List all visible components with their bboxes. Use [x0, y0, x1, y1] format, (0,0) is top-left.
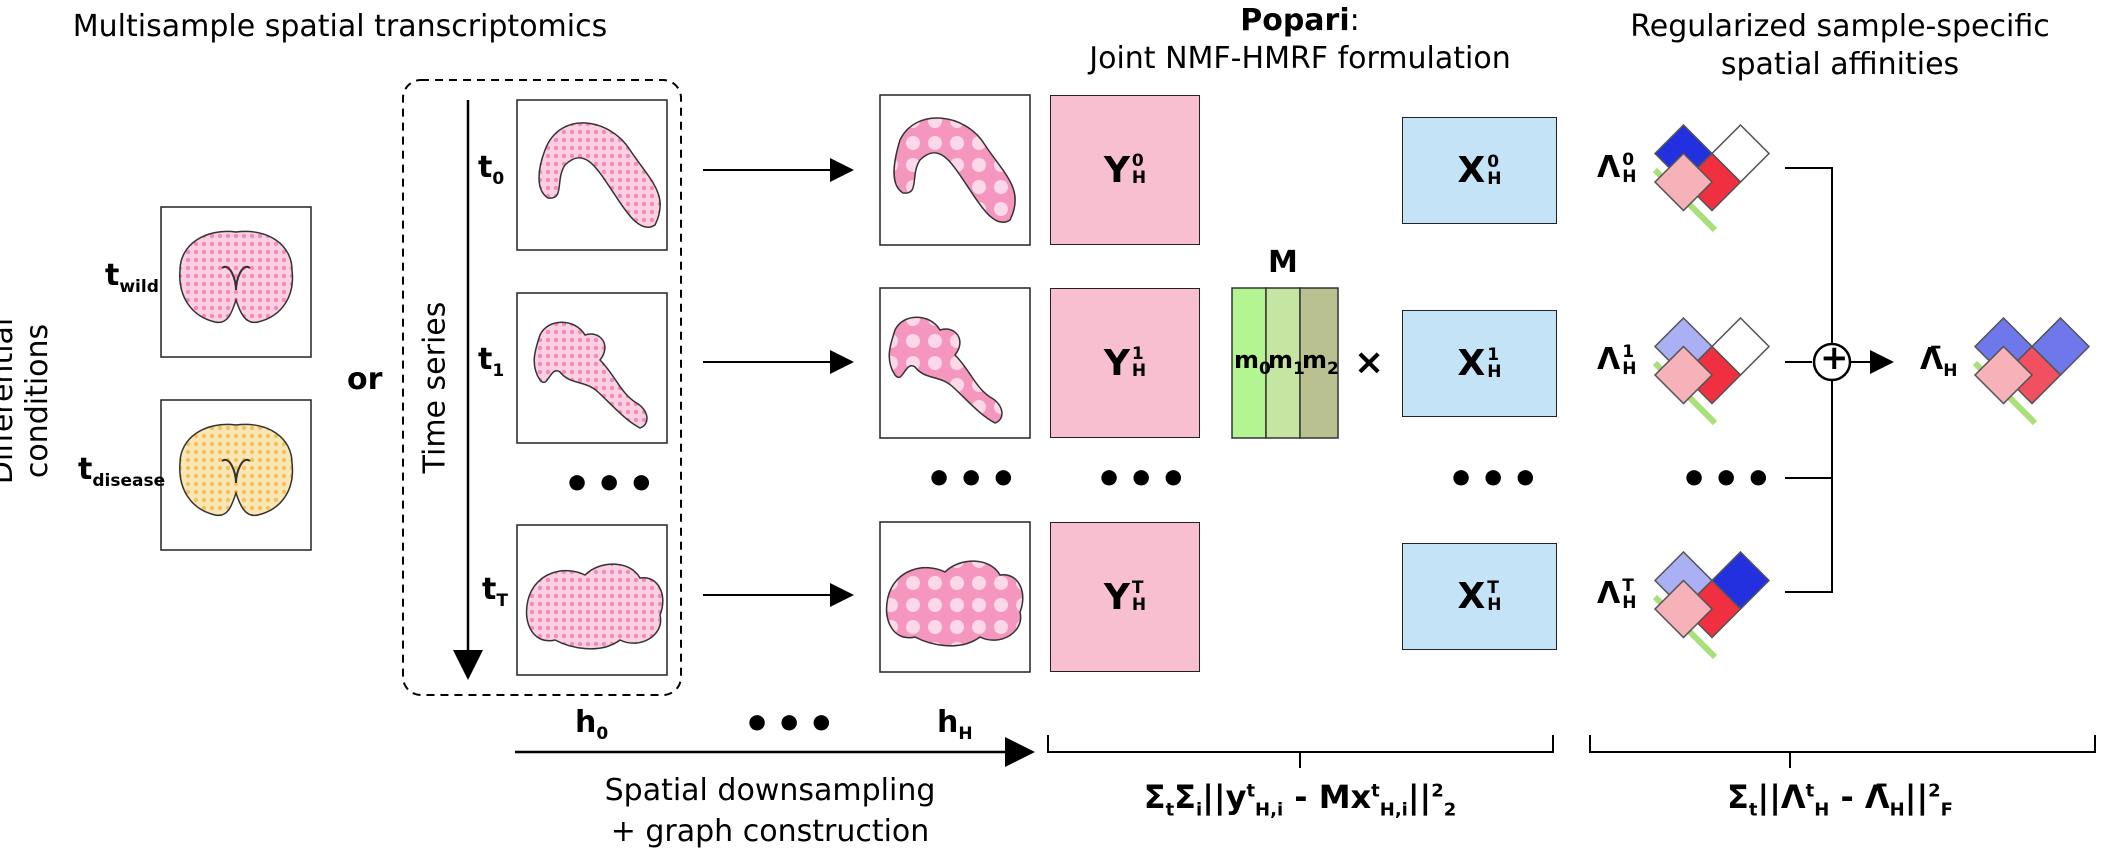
differential-conditions-label: Differential conditions	[0, 317, 55, 485]
tissue-shape-t1	[533, 321, 648, 429]
t-disease-label: tdisease	[78, 452, 166, 491]
lambda-ellipsis: •••	[1680, 454, 1777, 505]
x-ellipsis: •••	[1447, 454, 1544, 505]
lambda-mean: Λ̄H	[1920, 342, 1958, 381]
disease-brain-icon	[179, 423, 294, 517]
t1-label: t1	[478, 342, 505, 381]
h-ellipsis: •••	[743, 699, 840, 750]
title-popari-subtitle: Joint NMF-HMRF formulation	[1089, 41, 1511, 76]
m2-label: m2	[1302, 346, 1339, 379]
hH-label: hH	[937, 705, 973, 744]
affinity-objective: Σt||ΛtH - Λ̄H||2F	[1727, 778, 1953, 821]
downsampling-caption-1: Spatial downsampling	[604, 773, 936, 808]
affinity-diamond-T	[1652, 550, 1771, 660]
time-series-label: Time series	[417, 301, 453, 474]
m1-column	[1265, 287, 1301, 439]
title-right-line2: spatial affinities	[1720, 47, 1960, 82]
t0-label: t0	[478, 150, 505, 189]
affinity-bracket	[1589, 735, 2096, 768]
downsampled-shape-1	[888, 316, 1003, 424]
downsampling-caption-2: + graph construction	[610, 814, 930, 849]
sum-plus: +	[1820, 338, 1849, 378]
affinity-diamond-0	[1652, 123, 1771, 233]
title-popari: Popari:	[1060, 2, 1540, 40]
timeseries-ellipsis: •••	[563, 459, 660, 510]
tissue-shape-t0	[538, 122, 661, 228]
h0-label: h0	[575, 705, 609, 744]
y-ellipsis: •••	[1095, 454, 1192, 505]
m-matrix-label: M	[1268, 245, 1298, 280]
tT-label: tT	[482, 572, 508, 611]
downsampled-shape-0	[893, 117, 1016, 223]
time-series-group	[402, 79, 682, 696]
m1-label: m1	[1268, 346, 1305, 379]
aggregation-lines	[1785, 167, 1833, 593]
wild-brain-icon	[179, 230, 294, 324]
affinity-diamond-1	[1652, 316, 1771, 426]
t-wild-label: twild	[105, 258, 159, 297]
downsampled-ellipsis: •••	[925, 454, 1022, 505]
title-right-line1: Regularized sample-specific	[1630, 9, 2050, 44]
nmf-bracket	[1047, 735, 1554, 768]
m2-column	[1299, 287, 1339, 439]
downsampled-shape-T	[885, 560, 1024, 647]
or-label: or	[347, 362, 383, 397]
popari-colon: :	[1349, 3, 1360, 38]
times-sign: ×	[1354, 342, 1385, 383]
m0-label: m0	[1234, 346, 1271, 379]
title-left: Multisample spatial transcriptomics	[72, 9, 608, 44]
popari-name: Popari	[1240, 3, 1350, 38]
affinity-diamond-mean	[1972, 316, 2091, 426]
m0-column	[1231, 287, 1267, 439]
nmf-objective: ΣtΣi||ytH,i - MxtH,i||22	[1143, 778, 1457, 821]
tissue-shape-tT	[525, 563, 664, 650]
